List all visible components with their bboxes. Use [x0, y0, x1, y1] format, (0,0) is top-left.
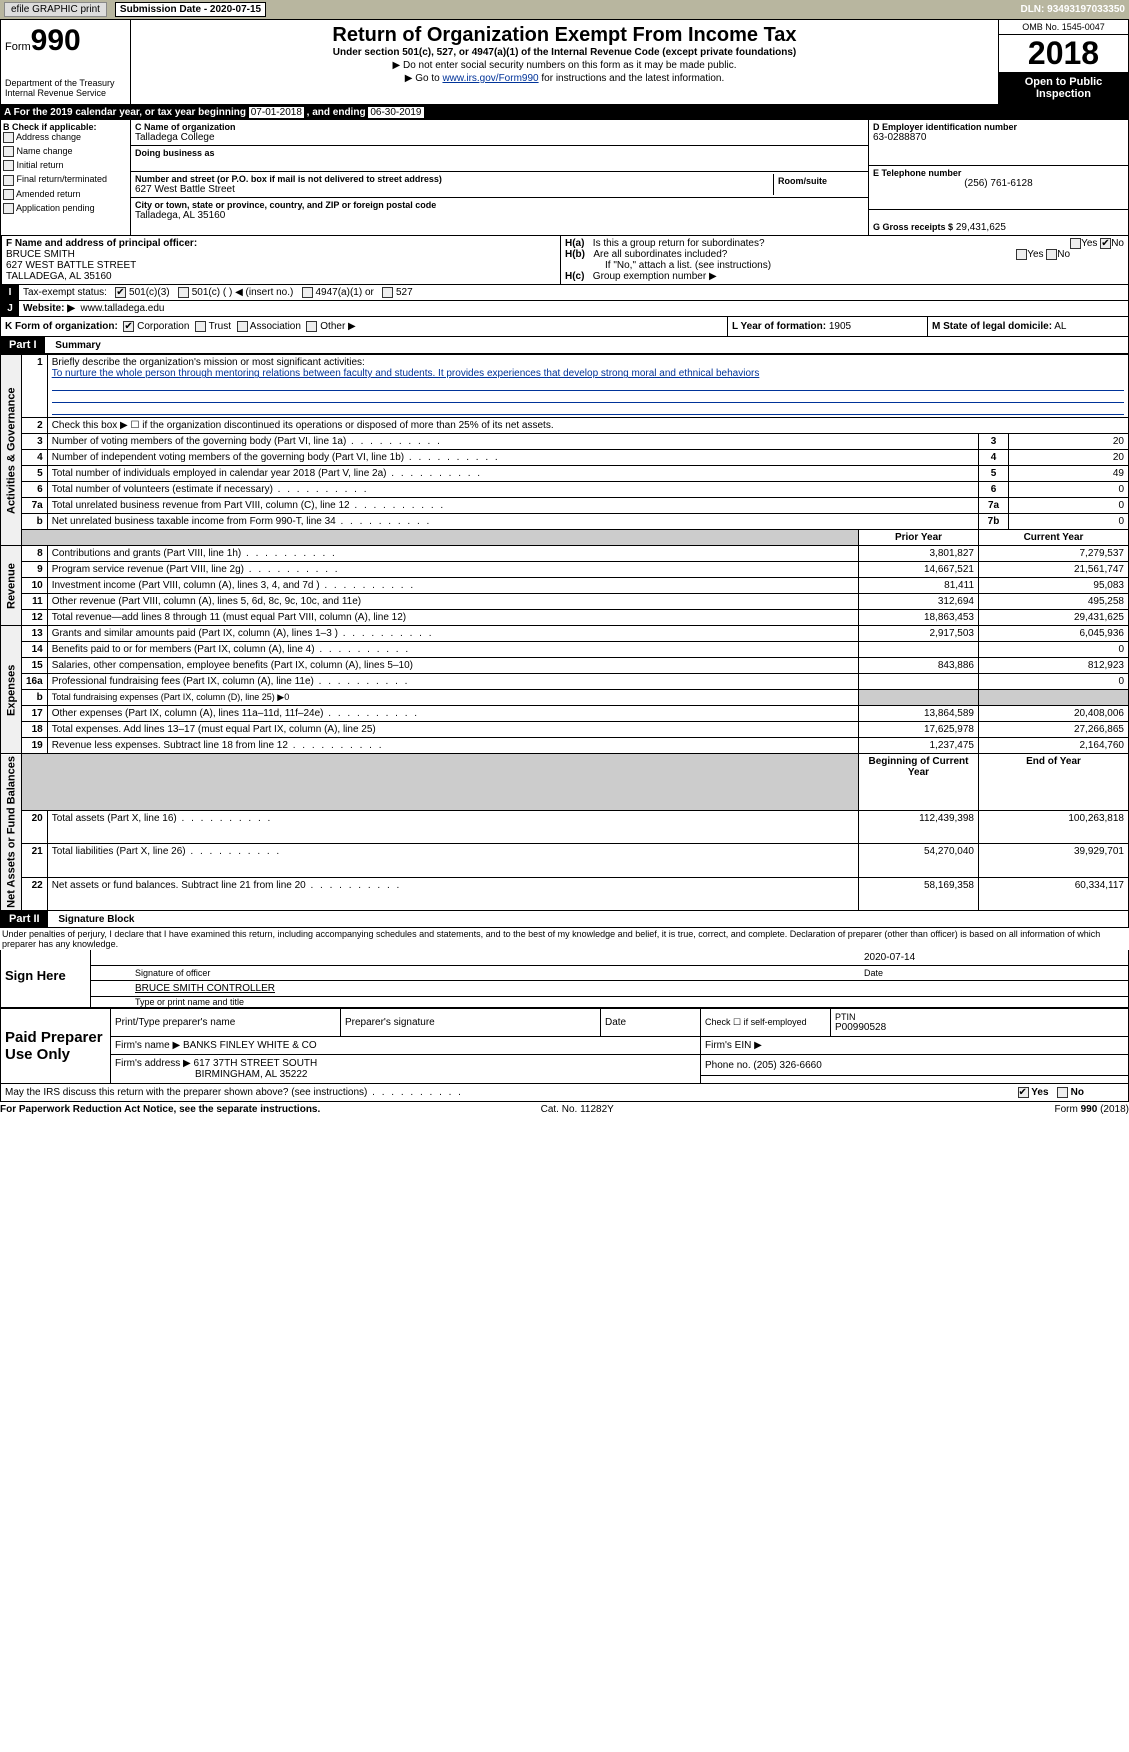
officer-name: BRUCE SMITH	[6, 249, 556, 260]
form-subtitle: Under section 501(c), 527, or 4947(a)(1)…	[135, 47, 994, 58]
discuss-yes[interactable]	[1018, 1087, 1029, 1098]
section-bcd: B Check if applicable: Address change Na…	[0, 120, 1129, 236]
side-governance: Activities & Governance	[1, 355, 22, 546]
discuss-row: May the IRS discuss this return with the…	[0, 1084, 1129, 1102]
side-revenue: Revenue	[1, 546, 22, 626]
firm-phone: (205) 326-6660	[753, 1060, 821, 1071]
ha-yes[interactable]	[1070, 238, 1081, 249]
omb-number: OMB No. 1545-0047	[999, 20, 1128, 35]
room-label: Room/suite	[778, 176, 860, 186]
department: Department of the Treasury Internal Reve…	[5, 78, 126, 98]
chk-address-change[interactable]	[3, 132, 14, 143]
chk-trust[interactable]	[195, 321, 206, 332]
top-bar: efile GRAPHIC print Submission Date - 20…	[0, 0, 1129, 19]
org-city: Talladega, AL 35160	[135, 210, 864, 221]
firm-addr2: BIRMINGHAM, AL 35222	[115, 1069, 307, 1080]
chk-final-return[interactable]	[3, 175, 14, 186]
page-footer: For Paperwork Reduction Act Notice, see …	[0, 1102, 1129, 1117]
val-line7a: 0	[1009, 498, 1129, 514]
chk-other[interactable]	[306, 321, 317, 332]
val-line6: 0	[1009, 482, 1129, 498]
ein-label: D Employer identification number	[873, 122, 1124, 132]
chk-assoc[interactable]	[237, 321, 248, 332]
officer-addr2: TALLADEGA, AL 35160	[6, 271, 556, 282]
org-name-label: C Name of organization	[135, 122, 864, 132]
sig-name: BRUCE SMITH CONTROLLER	[95, 983, 1124, 994]
ssn-note: ▶ Do not enter social security numbers o…	[135, 60, 994, 71]
addr-label: Number and street (or P.O. box if mail i…	[135, 174, 773, 184]
row-j-website: J Website: ▶ www.talladega.edu	[0, 301, 1129, 317]
chk-501c3[interactable]	[115, 287, 126, 298]
ha-no[interactable]	[1100, 238, 1111, 249]
form-title: Return of Organization Exempt From Incom…	[135, 24, 994, 47]
chk-name-change[interactable]	[3, 146, 14, 157]
chk-app-pending[interactable]	[3, 203, 14, 214]
col-b-checkboxes: B Check if applicable: Address change Na…	[1, 120, 131, 235]
city-label: City or town, state or province, country…	[135, 200, 864, 210]
dba-label: Doing business as	[135, 148, 864, 158]
perjury-text: Under penalties of perjury, I declare th…	[0, 928, 1129, 950]
efile-button[interactable]: efile GRAPHIC print	[4, 2, 107, 17]
part1-title: Summary	[47, 340, 101, 351]
chk-initial-return[interactable]	[3, 160, 14, 171]
hb-no[interactable]	[1046, 249, 1057, 260]
discuss-no[interactable]	[1057, 1087, 1068, 1098]
phone-label: E Telephone number	[873, 168, 1124, 178]
val-line5: 49	[1009, 466, 1129, 482]
part2-header: Part II	[1, 911, 48, 927]
val-line7b: 0	[1009, 514, 1129, 530]
domicile: AL	[1054, 321, 1066, 332]
year-formation: 1905	[829, 321, 851, 332]
org-address: 627 West Battle Street	[135, 184, 773, 195]
row-klm: K Form of organization: Corporation Trus…	[0, 317, 1129, 337]
part1-header: Part I	[1, 337, 45, 353]
officer-label: F Name and address of principal officer:	[6, 238, 556, 249]
side-expenses: Expenses	[1, 626, 22, 754]
dln: DLN: 93493197033350	[1020, 4, 1125, 15]
part2-title: Signature Block	[50, 914, 134, 925]
website: www.talladega.edu	[81, 303, 165, 314]
signature-block: Sign Here 2020-07-14 Signature of office…	[0, 950, 1129, 1008]
gross-label: G Gross receipts $	[873, 222, 953, 232]
val-line3: 20	[1009, 434, 1129, 450]
side-netassets: Net Assets or Fund Balances	[1, 754, 22, 911]
line-a-fiscal-year: A For the 2019 calendar year, or tax yea…	[0, 105, 1129, 120]
chk-amended[interactable]	[3, 189, 14, 200]
ein: 63-0288870	[873, 132, 1124, 143]
chk-4947[interactable]	[302, 287, 313, 298]
hb-yes[interactable]	[1016, 249, 1027, 260]
val-line4: 20	[1009, 450, 1129, 466]
chk-527[interactable]	[382, 287, 393, 298]
open-to-public: Open to Public Inspection	[999, 72, 1128, 104]
preparer-table: Paid Preparer Use Only Print/Type prepar…	[0, 1008, 1129, 1084]
chk-corp[interactable]	[123, 321, 134, 332]
row-f-h: F Name and address of principal officer:…	[0, 236, 1129, 285]
form-number: Form990	[5, 24, 126, 58]
tax-year: 2018	[999, 35, 1128, 72]
paid-preparer-label: Paid Preparer Use Only	[1, 1009, 111, 1084]
hb-note: If "No," attach a list. (see instruction…	[565, 260, 1124, 271]
row-i-status: I Tax-exempt status: 501(c)(3) 501(c) ( …	[0, 285, 1129, 301]
sig-date: 2020-07-14	[864, 952, 1124, 963]
mission-text[interactable]: To nurture the whole person through ment…	[52, 368, 760, 379]
sign-here-label: Sign Here	[1, 950, 91, 1007]
summary-table: Activities & Governance 1 Briefly descri…	[0, 354, 1129, 911]
gross-receipts: 29,431,625	[956, 222, 1006, 233]
org-name: Talladega College	[135, 132, 864, 143]
firm-name: BANKS FINLEY WHITE & CO	[183, 1040, 317, 1051]
ptin: P00990528	[835, 1022, 1124, 1033]
irs-link[interactable]: www.irs.gov/Form990	[442, 73, 538, 84]
chk-501c[interactable]	[178, 287, 189, 298]
goto-note: ▶ Go to www.irs.gov/Form990 for instruct…	[135, 73, 994, 84]
form-header: Form990 Department of the Treasury Inter…	[0, 19, 1129, 105]
firm-addr1: 617 37TH STREET SOUTH	[194, 1058, 318, 1069]
officer-addr1: 627 WEST BATTLE STREET	[6, 260, 556, 271]
submission-date: Submission Date - 2020-07-15	[115, 2, 266, 17]
phone: (256) 761-6128	[873, 178, 1124, 189]
